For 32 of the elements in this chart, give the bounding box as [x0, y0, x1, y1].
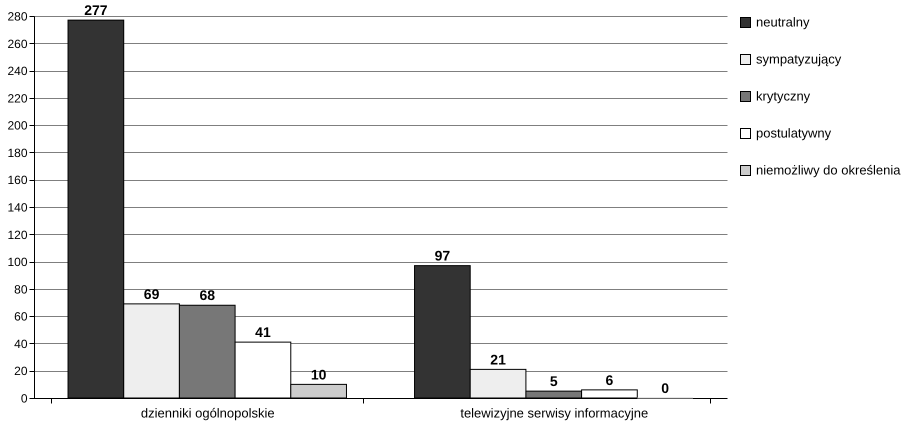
- y-tick-label: 100: [7, 255, 28, 270]
- legend-label: postulatywny: [756, 126, 832, 140]
- y-tick-label: 240: [7, 64, 28, 78]
- y-tick-label: 200: [7, 118, 28, 133]
- y-tick-label: 120: [7, 228, 28, 242]
- y-tick-label: 260: [7, 36, 28, 51]
- y-tick-label: 40: [14, 336, 28, 351]
- y-tick-label: 180: [7, 146, 28, 160]
- y-tick-label: 280: [7, 10, 28, 24]
- legend-label: sympatyzujący: [756, 52, 842, 66]
- data-label: 0: [661, 380, 670, 396]
- y-tick-label: 80: [14, 282, 28, 296]
- y-tick-label: 0: [20, 392, 28, 406]
- legend-label: niemożliwy do określenia: [756, 162, 902, 178]
- y-tick-label: 160: [7, 173, 28, 188]
- y-tick-label: 60: [14, 310, 28, 324]
- data-label: 41: [255, 324, 271, 340]
- legend-label: krytyczny: [756, 88, 811, 104]
- y-tick-label: 220: [7, 91, 28, 106]
- data-label: 68: [199, 287, 216, 304]
- y-tick-label: 140: [7, 200, 28, 214]
- data-label: 21: [490, 351, 506, 368]
- legend-label: neutralny: [756, 14, 810, 30]
- data-label: 10: [310, 366, 327, 382]
- data-label: 69: [144, 286, 160, 302]
- data-label: 5: [550, 373, 558, 390]
- data-label: 6: [606, 372, 614, 388]
- data-label: 277: [84, 2, 108, 18]
- data-label: 97: [434, 248, 450, 264]
- x-tick-label: telewizyjne serwisy informacyjne: [460, 406, 648, 420]
- x-tick-label: dzienniki ogólnopolskie: [140, 406, 275, 420]
- y-tick-label: 20: [14, 364, 28, 378]
